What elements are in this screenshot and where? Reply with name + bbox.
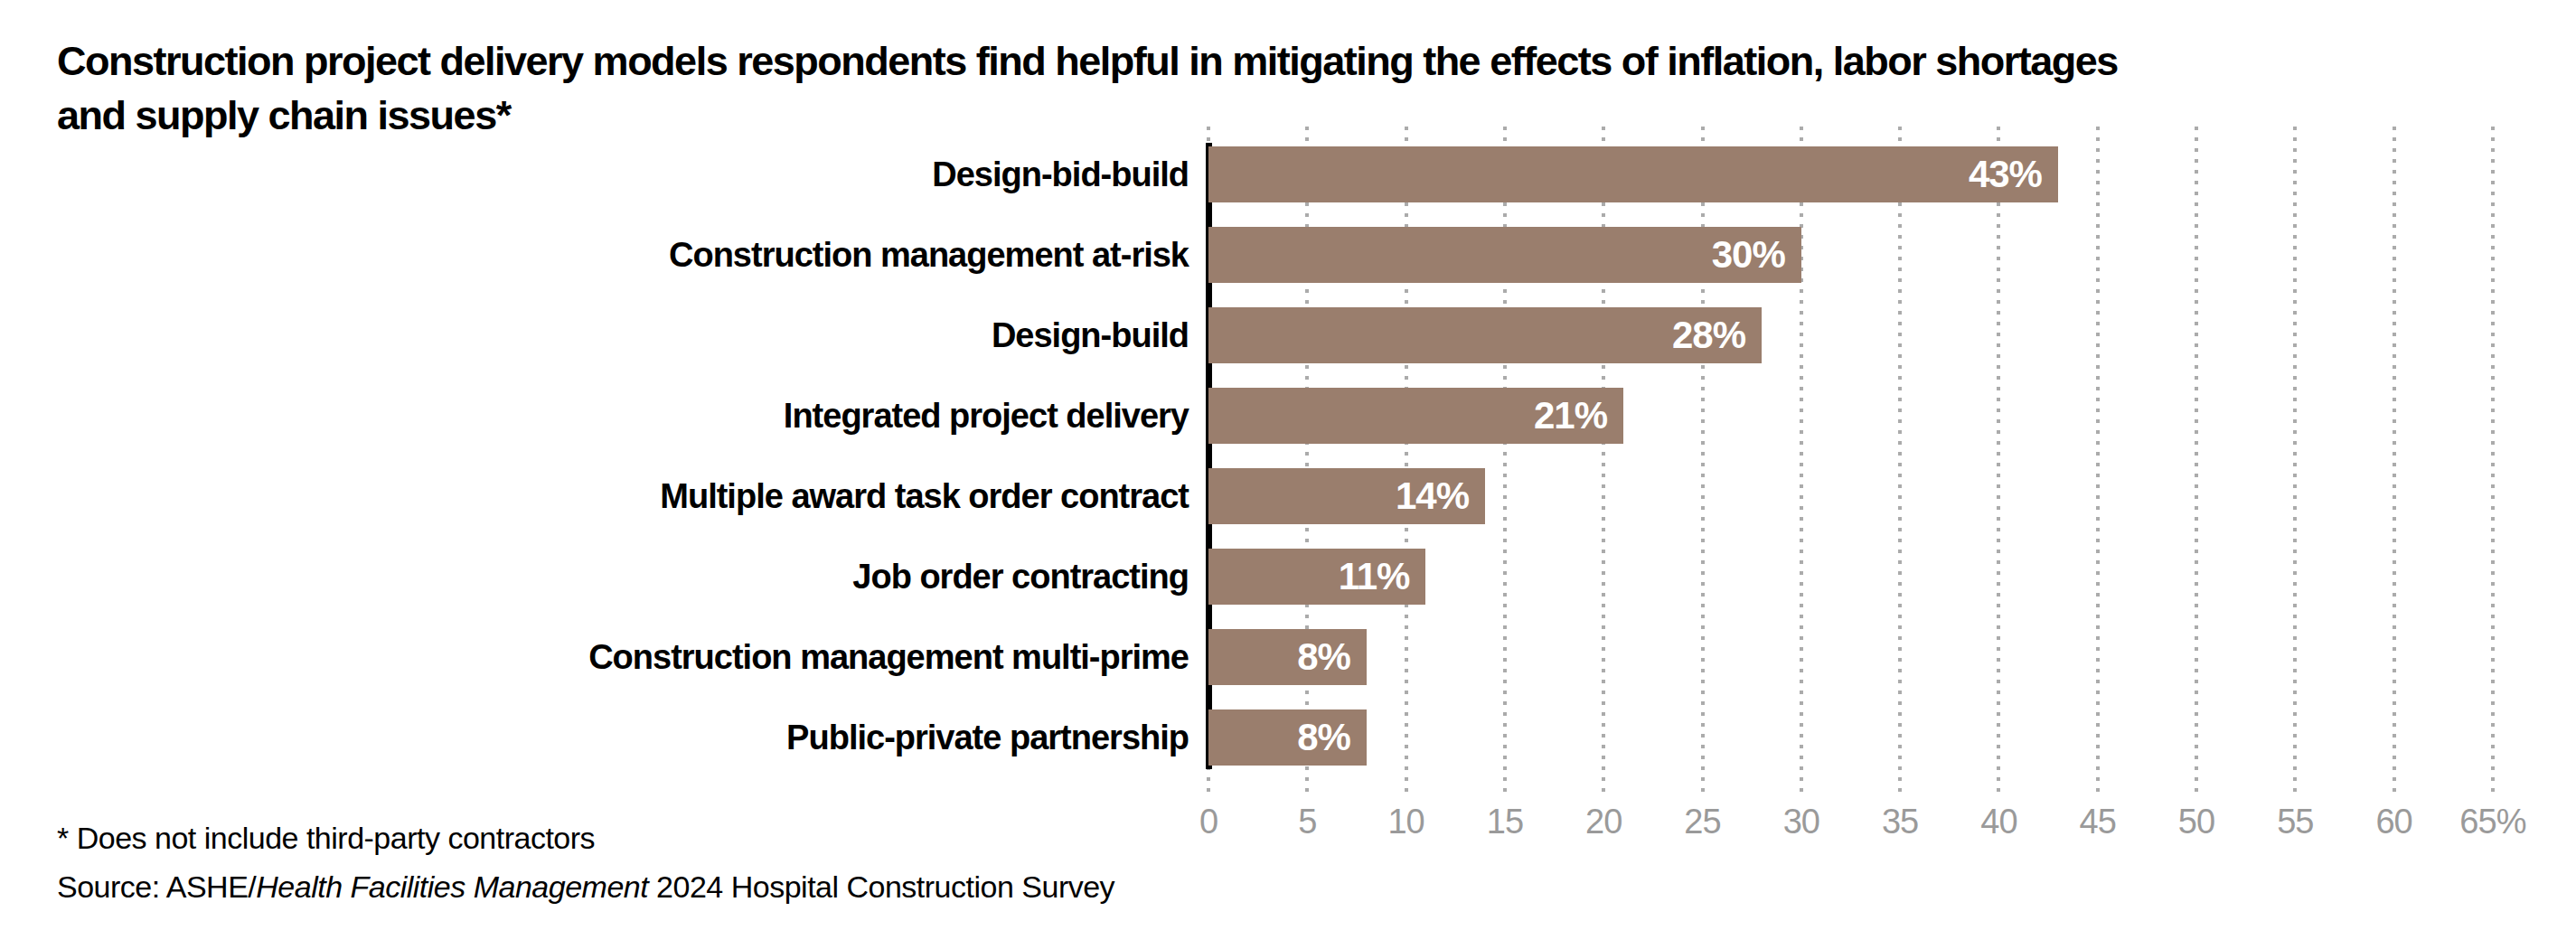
bar-value-label: 11% [1339,549,1426,605]
category-label: Design-bid-build [104,146,1189,202]
bar-value-label: 21% [1534,388,1623,444]
bar: 8% [1208,629,1367,685]
x-tick-label: 65% [2430,803,2556,841]
bar: 14% [1208,468,1485,524]
source-suffix: 2024 Hospital Construction Survey [648,869,1114,904]
bar: 30% [1208,227,1801,283]
bar: 43% [1208,146,2058,202]
plot-area: 43% 30% 28% 21% 14% 11% 8% 8% [1208,127,2537,797]
gridline-40 [1997,127,2000,797]
chart-page: Construction project delivery models res… [0,0,2576,949]
category-label: Construction management multi-prime [104,629,1189,685]
bar-value-label: 14% [1396,468,1485,524]
bar-value-label: 30% [1712,227,1801,283]
source-prefix: Source: ASHE/ [57,869,256,904]
gridline-45 [2096,127,2100,797]
gridline-60 [2393,127,2396,797]
gridline-35 [1898,127,1902,797]
gridline-65 [2491,127,2495,797]
bar-value-label: 43% [1969,146,2058,202]
bar-value-label: 28% [1672,307,1762,363]
category-label: Design-build [104,307,1189,363]
source-publication: Health Facilities Management [256,869,648,904]
category-label: Public-private partnership [104,709,1189,766]
gridline-50 [2195,127,2198,797]
category-label: Multiple award task order contract [104,468,1189,524]
gridline-55 [2293,127,2297,797]
bar: 28% [1208,307,1762,363]
category-label: Integrated project delivery [104,388,1189,444]
bar: 21% [1208,388,1623,444]
source-line: Source: ASHE/Health Facilities Managemen… [57,869,1114,905]
bar-value-label: 8% [1297,709,1367,766]
bar: 8% [1208,709,1367,766]
bar-value-label: 8% [1297,629,1367,685]
category-label: Construction management at-risk [104,227,1189,283]
chart-title-line-1: Construction project delivery models res… [57,34,2552,89]
category-label: Job order contracting [104,549,1189,605]
footnote: * Does not include third-party contracto… [57,821,595,856]
bar: 11% [1208,549,1425,605]
